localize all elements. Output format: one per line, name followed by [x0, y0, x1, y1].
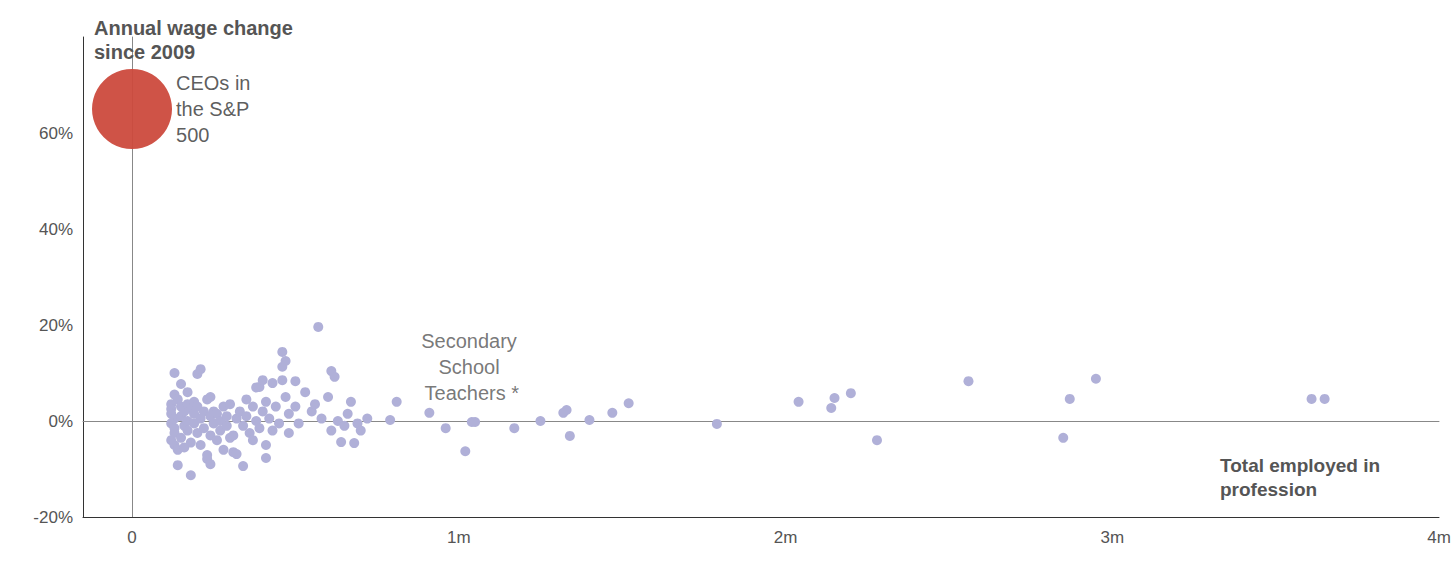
svg-text:40%: 40% [39, 220, 73, 239]
svg-text:-20%: -20% [33, 508, 73, 527]
svg-text:20%: 20% [39, 316, 73, 335]
svg-text:Secondary: Secondary [421, 330, 522, 352]
svg-text:1m: 1m [447, 528, 471, 547]
svg-text:60%: 60% [39, 124, 73, 143]
svg-text:3m: 3m [1100, 528, 1124, 547]
svg-text:Teachers *: Teachers * [425, 382, 520, 404]
svg-text:profession: profession [1220, 479, 1317, 500]
svg-text:500: 500 [176, 124, 209, 146]
svg-text:since 2009: since 2009 [94, 41, 195, 63]
svg-text:4m: 4m [1427, 528, 1451, 547]
svg-text:the S&P: the S&P [176, 98, 255, 120]
svg-text:School: School [438, 356, 505, 378]
svg-text:0%: 0% [48, 412, 73, 431]
svg-text:Annual wage change: Annual wage change [94, 17, 298, 39]
svg-text:2m: 2m [774, 528, 798, 547]
svg-text:Total employed in: Total employed in [1220, 455, 1385, 476]
svg-text:0: 0 [127, 528, 136, 547]
svg-text:CEOs in: CEOs in [176, 72, 256, 94]
